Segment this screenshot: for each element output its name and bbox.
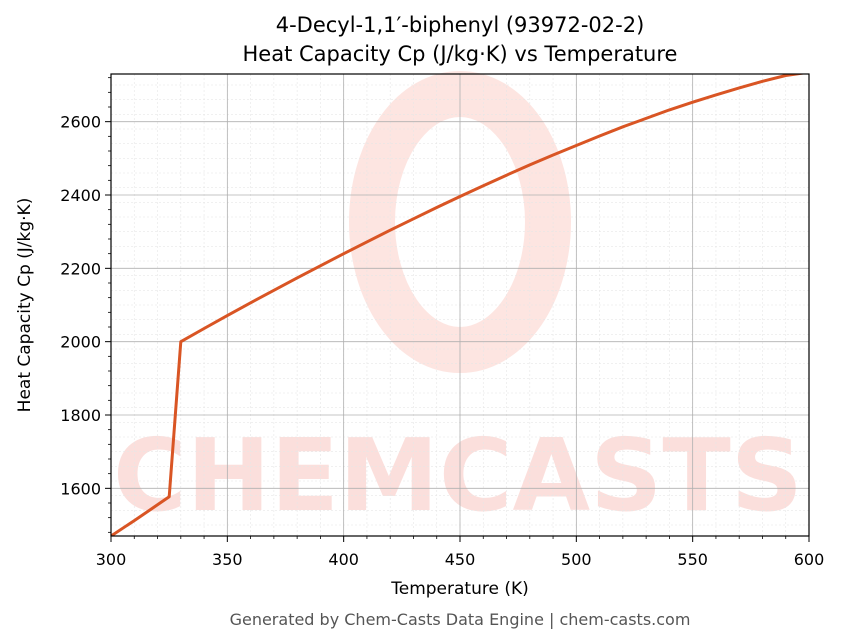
x-tick-label: 550 [677,550,708,569]
y-tick-label: 2400 [60,186,101,205]
y-tick-label: 2200 [60,259,101,278]
x-axis-ticks: 300 350 400 450 500 550 600 [96,536,825,569]
y-tick-label: 1600 [60,479,101,498]
footer-credit: Generated by Chem-Casts Data Engine | ch… [230,610,691,629]
x-tick-label: 300 [96,550,127,569]
x-axis-label: Temperature (K) [390,579,529,599]
chart-title-line2: Heat Capacity Cp (J/kg·K) vs Temperature [243,42,678,66]
watermark: CHEMCASTS [113,71,803,534]
y-axis-ticks: 1600 1800 2000 2200 2400 2600 [60,77,111,533]
y-tick-label: 1800 [60,406,101,425]
chart-title-line1: 4-Decyl-1,1′-biphenyl (93972-02-2) [276,13,645,37]
data-layer [111,74,807,536]
y-axis-label: Heat Capacity Cp (J/kg·K) [15,198,35,413]
series-line [111,74,807,536]
y-tick-label: 2000 [60,333,101,352]
x-tick-label: 400 [328,550,359,569]
x-tick-label: 350 [212,550,243,569]
x-tick-label: 450 [445,550,476,569]
watermark-text: CHEMCASTS [113,417,803,534]
y-tick-label: 2600 [60,113,101,132]
x-tick-label: 500 [561,550,592,569]
x-tick-label: 600 [794,550,825,569]
